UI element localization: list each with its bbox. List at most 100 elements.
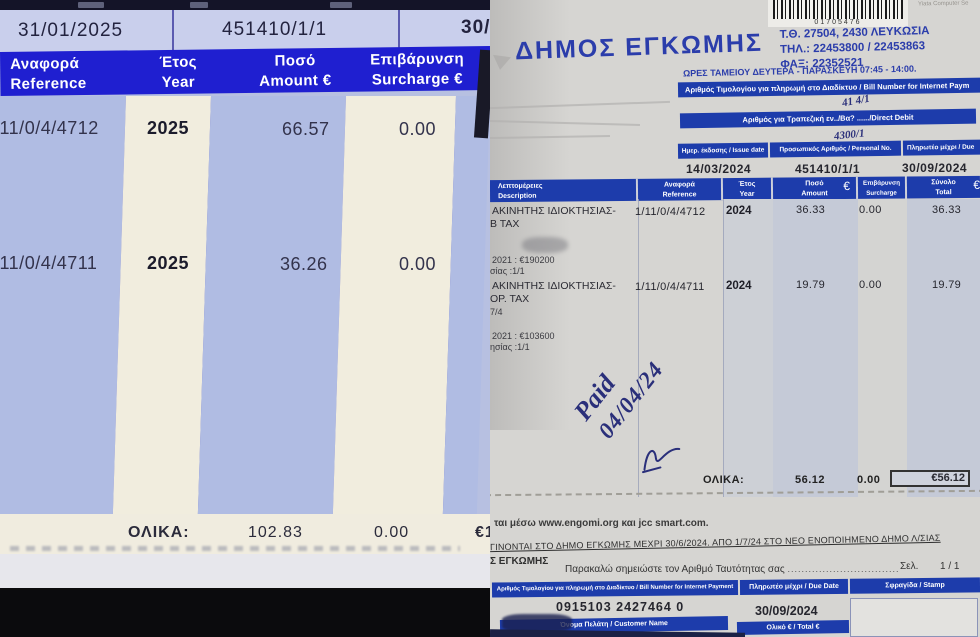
column-stripe	[197, 96, 348, 514]
row-description: ΑΚΙΝΗΤΗΣ ΙΔΙΟΚΤΗΣΙΑΣ-	[492, 205, 616, 217]
header-year-en: Year	[161, 73, 196, 92]
row-amount: 36.26	[280, 254, 328, 274]
slip-due-date: 30/09/2024	[755, 604, 818, 618]
handwritten-initials	[642, 447, 681, 474]
row-share-note: ησίας :1/1	[490, 342, 530, 352]
header-surcharge: Επιβάρυνση Surcharge €	[352, 49, 482, 91]
stamp-box	[850, 598, 978, 637]
ink-scribble	[502, 614, 572, 632]
totals-grand-partial: €1	[475, 524, 490, 541]
handwritten-reference-top: 41 4/1	[841, 92, 871, 110]
id-dotted-line: ................................	[787, 564, 900, 574]
row-share-note: σίας :1/1	[490, 266, 525, 276]
screen-issue-date: 31/01/2025	[18, 20, 124, 41]
screen-bill-photo: 31/01/2025 451410/1/1 30/ Αναφορά Refere…	[0, 0, 490, 637]
th-reference: Αναφορά Reference	[637, 178, 724, 201]
row-reference: 1/11/0/4/4712	[635, 206, 706, 218]
header-amount: Ποσό Amount €	[240, 51, 350, 92]
barcode	[773, 0, 903, 19]
divider	[172, 10, 174, 52]
row-amount: 19.79	[796, 279, 826, 291]
column-stripe	[773, 199, 858, 497]
page-value: 1 / 1	[940, 561, 960, 572]
divider	[398, 10, 400, 52]
column-separator	[723, 199, 724, 497]
column-separator	[638, 199, 639, 497]
column-stripe	[858, 199, 907, 497]
slip-stamp-header: Σφραγίδα / Stamp	[849, 577, 980, 594]
header-year: Έτος Year	[136, 52, 220, 93]
handwritten-paid-note: Paid 04/04/24	[568, 337, 671, 445]
header-reference-en: Reference	[10, 74, 87, 93]
header-year-el: Έτος	[159, 53, 198, 72]
paper-bill-photo: 01705476 Yiata Computer Se ΔΗΜΟΣ ΕΓΚΩΜΗΣ…	[490, 0, 980, 637]
totals-surcharge: 0.00	[857, 474, 881, 486]
blurred-text-line	[10, 546, 460, 551]
row-surcharge: 0.00	[859, 204, 882, 216]
th-amount: Ποσό Amount €	[772, 176, 859, 200]
slip-total-bar: Ολικό € / Total €	[736, 620, 850, 635]
th-surcharge-en: Surcharge	[866, 189, 897, 197]
th-year-el: Έτος	[738, 180, 756, 188]
personal-no-header: Προσωπικός Αριθμός / Personal No.	[769, 140, 902, 158]
totals-label: ΟΛΙΚΑ:	[703, 474, 745, 486]
header-reference: Αναφορά Reference	[6, 53, 130, 95]
row-year: 2024	[726, 280, 752, 292]
row-year: 2025	[147, 118, 190, 138]
row-description-2: Β ΤΑΧ	[490, 218, 520, 230]
row-surcharge: 0.00	[399, 254, 437, 274]
row-amount: 36.33	[796, 204, 826, 216]
screen-due-date-partial: 30/	[461, 17, 490, 38]
barcode-number: 01705476	[814, 19, 862, 26]
row-total: 36.33	[932, 204, 962, 216]
id-request-text: Παρακαλώ σημειώστε τον Αριθμό Ταυτότητας…	[565, 564, 785, 575]
engomi-partial-text: Σ ΕΓΚΩΜΗΣ	[490, 556, 549, 567]
header-amount-en: Amount €	[259, 71, 332, 90]
header-reference-el: Αναφορά	[10, 55, 80, 73]
payment-slip-header: Αριθμός Τιμολογίου για πληρωμή στο Διαδί…	[490, 577, 980, 598]
paper-shadow	[490, 0, 570, 430]
internet-bill-number-bar: Αριθμός Τιμολογίου για πληρωμή στο Διαδί…	[677, 77, 980, 98]
row-year: 2024	[726, 205, 752, 217]
due-date-value: 30/09/2024	[902, 161, 968, 175]
th-total-el: Σύνολο	[931, 179, 956, 187]
row-description: ΑΚΙΝΗΤΗΣ ΙΔΙΟΚΤΗΣΙΑΣ-	[492, 280, 616, 292]
th-surcharge-el: Επιβάρυνση	[862, 179, 901, 187]
totals-amount: 102.83	[248, 524, 303, 541]
th-year: Έτος Year	[722, 177, 774, 201]
screen-top-chip	[330, 2, 352, 8]
row-reference: /11/0/4/4711	[0, 253, 98, 273]
screen-bezel	[0, 588, 490, 637]
th-surcharge: Επιβάρυνση Surcharge	[857, 176, 908, 199]
slip-bill-no-header: Αριθμός Τιμολογίου για πληρωμή στο Διαδί…	[491, 579, 739, 598]
faint-stamp-smudge	[522, 237, 568, 253]
column-stripe	[723, 199, 773, 497]
screen-personal-no: 451410/1/1	[222, 19, 328, 40]
slip-bill-number: 0915103 2427464 0	[556, 600, 685, 614]
th-description-en: Description	[498, 192, 537, 201]
row-surcharge: 0.00	[859, 279, 882, 291]
row-surcharge: 0.00	[399, 119, 437, 139]
screen-top-strip	[0, 0, 490, 10]
totals-label: ΟΛΙΚΑ:	[128, 524, 190, 541]
euro-symbol: €	[843, 178, 851, 194]
th-reference-en: Reference	[662, 191, 697, 199]
euro-symbol: €	[973, 177, 980, 192]
th-total: Σύνολο Total €	[906, 175, 980, 199]
windows-taskbar	[0, 554, 490, 588]
id-number-request: Παρακαλώ σημειώστε τον Αριθμό Ταυτότητας…	[565, 564, 899, 575]
po-box: Τ.Θ. 27504,	[779, 27, 843, 41]
screen-table-header: Αναφορά Reference Έτος Year Ποσό Amount …	[0, 46, 490, 96]
row-total: 19.79	[932, 279, 962, 291]
row-valuation-note: 2021 : €103600	[492, 331, 555, 341]
th-description: Λεπτομέρειες Description	[490, 178, 639, 203]
header-surcharge-en: Surcharge €	[371, 70, 464, 89]
th-total-en: Total	[935, 189, 952, 197]
page-label: Σελ.	[900, 561, 919, 572]
row-reference: 1/11/0/4/4711	[635, 281, 705, 293]
screen-top-chip	[190, 2, 208, 8]
column-stripe	[332, 96, 458, 514]
screen-top-chip	[78, 2, 104, 8]
direct-debit-bar: Αριθμός για Τραπεζική εν../Βα? ....../Di…	[679, 108, 977, 129]
issue-date-header: Ημερ. έκδοσης / Issue date	[677, 142, 769, 159]
